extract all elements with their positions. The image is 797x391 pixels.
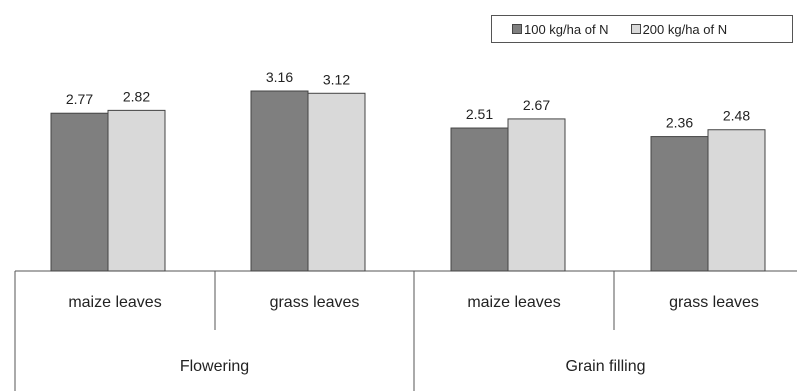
category-label-1: maize leaves	[68, 294, 162, 311]
data-label-series2-cat3: 2.67	[523, 97, 550, 113]
bar-series2-cat3	[507, 118, 566, 272]
data-label-series2-cat1: 2.82	[123, 88, 150, 104]
bar-series2-cat2	[307, 92, 366, 272]
group-label-grain-filling: Grain filling	[565, 358, 646, 375]
bar-series1-cat3	[450, 127, 509, 272]
category-label-4: grass leaves	[669, 294, 759, 311]
legend-swatch-series-2	[630, 24, 641, 34]
legend-item-series-1: 100 kg/ha of N	[512, 22, 609, 37]
data-label-series1-cat4: 2.36	[666, 115, 693, 131]
chart-legend: 100 kg/ha of N 200 kg/ha of N	[491, 15, 793, 43]
bar-series1-cat1	[50, 112, 109, 272]
legend-swatch-series-1	[512, 24, 522, 34]
legend-label-series-1: 100 kg/ha of N	[524, 21, 609, 37]
data-label-series2-cat2: 3.12	[323, 71, 350, 87]
bar-series1-cat2	[250, 90, 309, 272]
data-label-series1-cat1: 2.77	[66, 91, 93, 107]
category-label-2: grass leaves	[269, 294, 360, 311]
legend-item-series-2: 200 kg/ha of N	[630, 21, 728, 37]
data-label-series1-cat2: 3.16	[266, 69, 293, 85]
legend-label-series-2: 200 kg/ha of N	[642, 21, 728, 37]
data-label-series1-cat3: 2.51	[466, 106, 493, 122]
category-label-3: maize leaves	[467, 294, 561, 311]
data-label-series2-cat4: 2.48	[723, 108, 750, 124]
bar-series2-cat4	[707, 129, 766, 272]
bar-series2-cat1	[107, 109, 166, 272]
group-label-flowering: Flowering	[179, 358, 250, 375]
bar-series1-cat4	[650, 136, 709, 272]
